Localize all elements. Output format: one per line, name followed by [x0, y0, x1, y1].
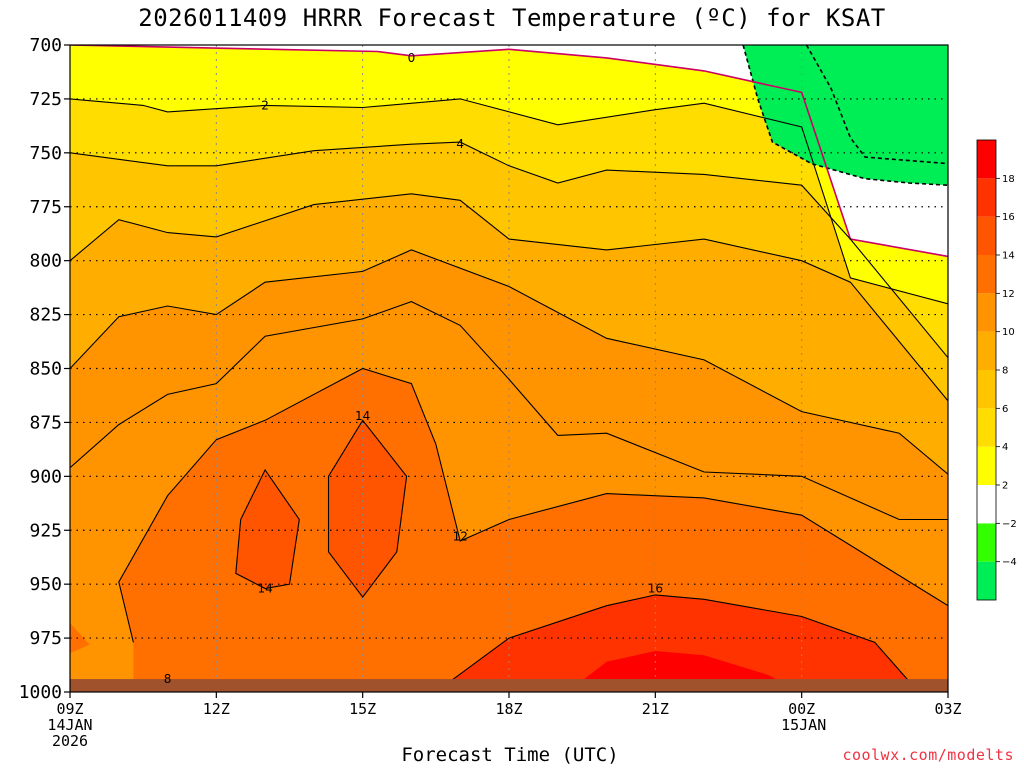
contour-label-14-10: 14	[355, 409, 370, 423]
colorbar-bin-1	[977, 523, 996, 562]
fill-band-14-16-0	[235, 469, 300, 589]
colorbar-bin-9	[977, 216, 996, 255]
colorbar-tick-label-9: 16	[1002, 212, 1015, 223]
colorbar-tick-label-7: 12	[1002, 289, 1015, 300]
contour-label-layer: 0 2 4 8 12 14 14 16	[164, 51, 663, 686]
ground-strip	[70, 679, 948, 692]
contour-line-minus4-0	[742, 45, 948, 186]
x-axis-label: Forecast Time (UTC)	[401, 744, 619, 766]
y-tick-label-800: 800	[29, 251, 62, 272]
colorbar-tick-label-6: 10	[1002, 327, 1015, 338]
contour-line-10-7	[70, 301, 948, 521]
colorbar-tick-label-3: 4	[1002, 442, 1008, 453]
colorbar-bin-4	[977, 408, 996, 447]
colorbar-tick-label-10: 18	[1002, 174, 1015, 185]
x-tick-label-18-0: 18Z	[495, 700, 522, 718]
contour-line-4-4	[70, 141, 948, 359]
axes-layer: 700 725 750 775 800 825 850 875 900 925 950 975 1000…	[19, 35, 962, 750]
colorbar-bin-0	[977, 561, 996, 600]
y-tick-label-775: 775	[29, 197, 62, 218]
contour-label-8-6: 8	[164, 672, 172, 686]
contour-line-6-5	[70, 193, 948, 402]
y-tick-label-925: 925	[29, 520, 62, 541]
contour-line-12-8	[118, 367, 948, 643]
contour-label-12-8: 12	[453, 530, 468, 544]
fill-pocket-left	[70, 623, 90, 654]
contour-label-2-3: 2	[261, 98, 269, 112]
colorbar-tick-label-1: −2	[1002, 519, 1017, 530]
fill-band-4	[70, 45, 948, 358]
source-credit: coolwx.com/modelts	[842, 746, 1014, 764]
x-tick-label-24-0: 00Z	[788, 700, 815, 718]
contour-lines	[70, 45, 948, 682]
x-tick-label-27-0: 03Z	[934, 700, 961, 718]
colorbar-tick-label-8: 14	[1002, 251, 1015, 262]
contour-line-16-11	[450, 594, 910, 682]
contour-line-14-10	[327, 419, 408, 599]
contour-line-2-3	[70, 98, 948, 305]
y-tick-label-850: 850	[29, 359, 62, 380]
contour-label-0-2: 0	[408, 51, 416, 65]
contour-label-4-4: 4	[456, 137, 464, 151]
colorbar-bin-6	[977, 331, 996, 370]
contour-line-14-9	[235, 468, 300, 590]
colorbar-tick-label-2: 2	[1002, 481, 1008, 492]
contour-label-16-11: 16	[648, 581, 663, 595]
chart-title: 2026011409 HRRR Forecast Temperature (ºC…	[138, 4, 886, 32]
fill-band-14-16-1	[328, 420, 407, 598]
colorbar-tick-label-0: −4	[1002, 557, 1017, 568]
colorbar-tick-label-4: 6	[1002, 404, 1008, 415]
colorbar-tick-label-5: 8	[1002, 366, 1008, 377]
x-tick-label-12-0: 12Z	[203, 700, 230, 718]
fill-band-16-18	[450, 594, 909, 692]
x-tick-label-9-1: 14JAN	[47, 716, 92, 734]
contour-line-8-6	[70, 249, 948, 475]
contour-line-minus2-1	[805, 45, 948, 165]
y-tick-label-900: 900	[29, 466, 62, 487]
colorbar-bin-8	[977, 255, 996, 294]
contour-label-14-9: 14	[257, 581, 272, 595]
x-tick-label-21-0: 21Z	[642, 700, 669, 718]
y-tick-label-875: 875	[29, 412, 62, 433]
x-tick-label-15-0: 15Z	[349, 700, 376, 718]
colorbar-bin-5	[977, 370, 996, 409]
fill-band-minus4	[743, 45, 948, 186]
y-tick-label-950: 950	[29, 574, 62, 595]
contour-line-0-2	[70, 45, 948, 258]
colorbar-bin-2	[977, 485, 996, 524]
x-tick-label-24-1: 15JAN	[781, 716, 826, 734]
y-tick-label-975: 975	[29, 628, 62, 649]
y-tick-label-725: 725	[29, 89, 62, 110]
x-tick-label-9-2: 2026	[52, 732, 88, 750]
y-tick-label-750: 750	[29, 143, 62, 164]
y-tick-label-700: 700	[29, 35, 62, 56]
colorbar-bin-10	[977, 178, 996, 217]
colorbar-bin-3	[977, 446, 996, 485]
colorbar-bin-7	[977, 293, 996, 332]
colorbar-bin-11	[977, 140, 996, 179]
colorbar: −4 −2 2 4 6 8 10 12 14 16 18	[976, 139, 1017, 601]
y-tick-label-1000: 1000	[19, 682, 62, 703]
x-tick-label-9-0: 09Z	[56, 700, 83, 718]
y-tick-label-825: 825	[29, 305, 62, 326]
